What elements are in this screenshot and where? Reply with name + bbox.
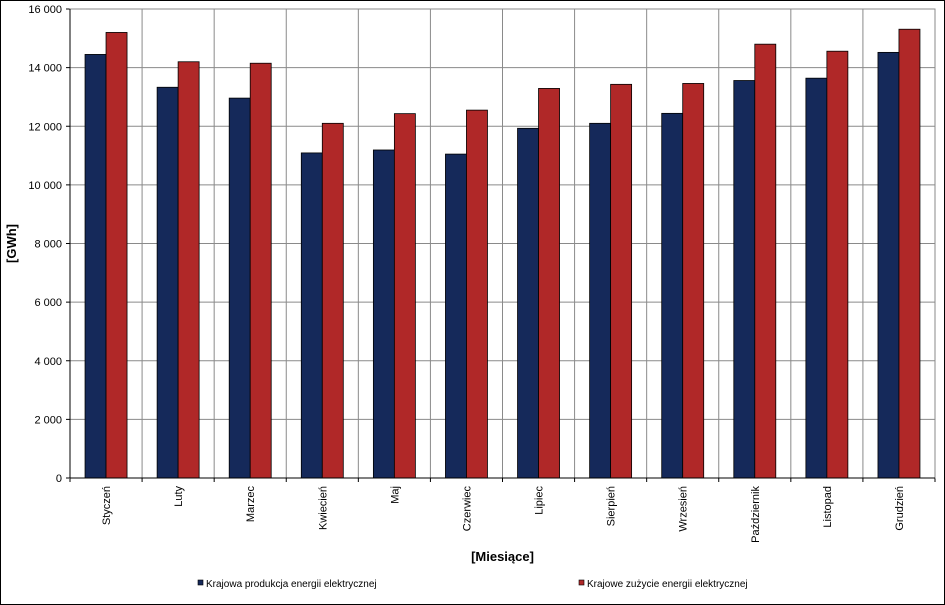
y-tick-label: 14 000 bbox=[28, 63, 62, 75]
axes bbox=[69, 8, 936, 479]
legend: Krajowa produkcja energii elektrycznej Kr… bbox=[197, 579, 748, 590]
y-tick-label: 0 bbox=[56, 473, 62, 485]
bar-production bbox=[661, 112, 684, 479]
x-tick-label: Czerwiec bbox=[461, 486, 473, 532]
bar-consumption bbox=[105, 32, 128, 479]
bar-production bbox=[805, 77, 828, 479]
x-tick-label: Maj bbox=[389, 486, 401, 504]
y-tick-labels: 0 2 000 4 000 6 000 8 000 10 000 12 000 14 000 1… bbox=[28, 4, 62, 485]
x-tick-label: Październik bbox=[750, 486, 762, 543]
y-tick-label: 10 000 bbox=[28, 180, 62, 192]
x-tick-label: Lipiec bbox=[534, 486, 546, 515]
bar-consumption bbox=[538, 88, 560, 479]
x-tick-label: Marzec bbox=[245, 486, 257, 523]
bar-consumption bbox=[754, 43, 777, 479]
bar-production bbox=[445, 153, 467, 479]
x-tick-label: Sierpień bbox=[606, 486, 618, 526]
bar-consumption bbox=[249, 62, 272, 479]
legend-label: Krajowa produkcja energii elektrycznej bbox=[206, 579, 377, 590]
y-tick-label: 6 000 bbox=[34, 297, 62, 309]
bar-consumption bbox=[466, 109, 488, 479]
bar-production bbox=[156, 86, 179, 479]
bar-consumption bbox=[898, 28, 921, 479]
legend-swatch bbox=[197, 579, 204, 586]
bar-production bbox=[877, 51, 900, 479]
y-tick-label: 4 000 bbox=[34, 356, 62, 368]
legend-label: Krajowe zużycie energii elektrycznej bbox=[587, 579, 748, 590]
x-tick-labels: Styczeń Luty Marzec Kwiecień Maj Czerwiec Lipi… bbox=[101, 486, 906, 543]
bar-production bbox=[589, 122, 612, 479]
y-tick-label: 16 000 bbox=[28, 4, 62, 16]
bar-production bbox=[300, 152, 323, 479]
bar-consumption bbox=[393, 113, 416, 479]
x-tick-label: Styczeń bbox=[101, 486, 113, 525]
bar-consumption bbox=[682, 83, 705, 479]
bar-production bbox=[228, 97, 251, 479]
x-tick-label: Wrzesień bbox=[678, 486, 690, 532]
x-tick-label: Luty bbox=[173, 486, 185, 507]
bar-production bbox=[517, 127, 539, 479]
x-tick-label: Kwiecień bbox=[317, 486, 329, 530]
bar-production bbox=[372, 149, 395, 479]
y-tick-label: 8 000 bbox=[34, 239, 62, 251]
y-tick-label: 2 000 bbox=[34, 414, 62, 426]
legend-swatch bbox=[578, 579, 585, 586]
bar-consumption bbox=[610, 83, 633, 479]
bar-consumption bbox=[177, 61, 200, 479]
x-axis-title: [Miesiące] bbox=[471, 549, 534, 564]
x-tick-label: Listopad bbox=[822, 486, 834, 528]
bar-production bbox=[84, 54, 107, 479]
x-tick-label: Grudzień bbox=[894, 486, 906, 531]
bar-consumption bbox=[826, 50, 849, 479]
y-axis-title: [GWh] bbox=[4, 224, 19, 263]
y-tick-label: 12 000 bbox=[28, 121, 62, 133]
bar-consumption bbox=[321, 122, 344, 479]
bar-production bbox=[733, 80, 756, 479]
